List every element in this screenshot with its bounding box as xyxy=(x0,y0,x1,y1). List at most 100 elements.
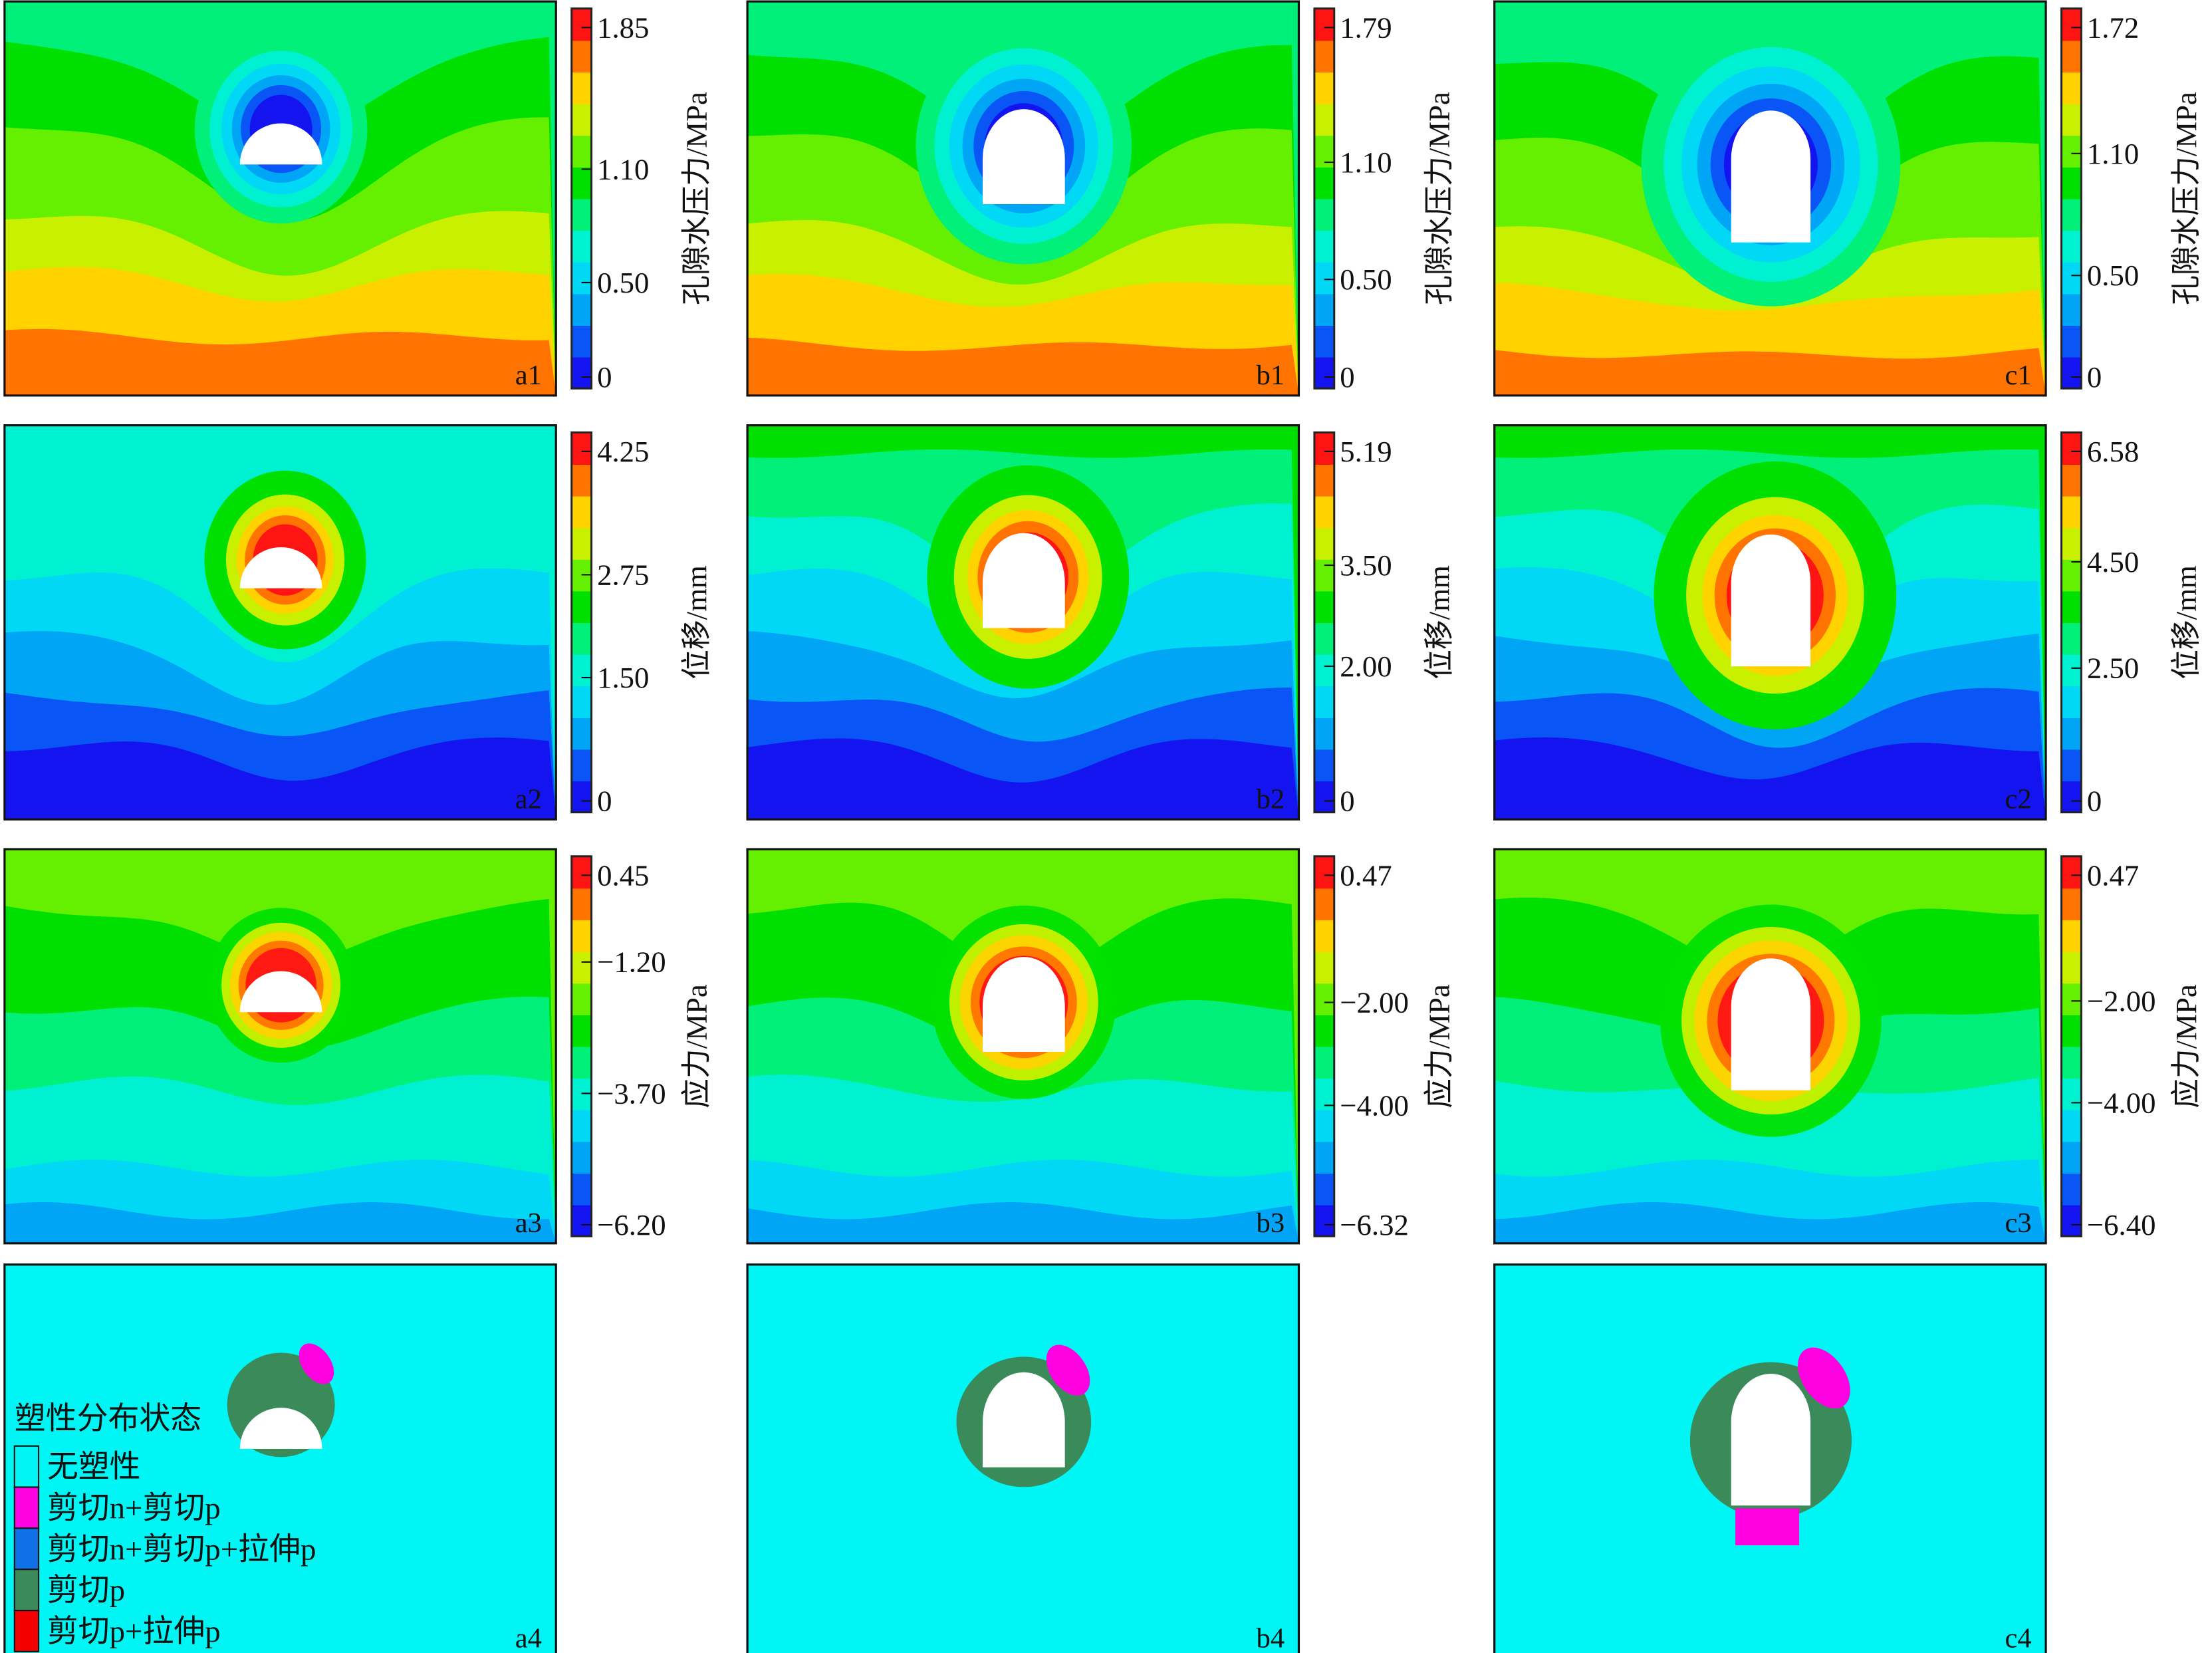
colorbar-segment xyxy=(1314,166,1334,199)
contour-band xyxy=(747,1202,1299,1243)
colorbar-segment xyxy=(2061,686,2082,718)
colorbar-segment xyxy=(1314,1109,1334,1142)
legend-swatch xyxy=(13,1609,40,1652)
colorbar-tick-label: 0.45 xyxy=(597,858,649,892)
colorbar-tick-label: 2.75 xyxy=(597,558,649,591)
colorbar-segment xyxy=(571,856,592,889)
colorbar-segment xyxy=(571,495,592,529)
colorbar-segment xyxy=(1314,559,1334,592)
colorbar-frame xyxy=(2060,431,2082,814)
colorbar-frame xyxy=(1313,7,1336,390)
legend-item-label: 剪切n+剪切p xyxy=(47,1491,221,1525)
panel-frame xyxy=(3,848,557,1245)
panel-b3: b3 0.47 −2.00 −4.00 −6.32 应力/MPa xyxy=(746,848,1455,1245)
colorbar-segment xyxy=(571,781,592,813)
tunnel-opening xyxy=(239,1408,322,1449)
colorbar-tick-label: 1.79 xyxy=(1340,11,1392,44)
colorbar-tick-label: −1.20 xyxy=(597,946,666,979)
colorbar-segment xyxy=(571,230,592,263)
colorbar-segment xyxy=(2061,920,2082,952)
colorbar-tick-label: 0 xyxy=(2087,360,2102,394)
colorbar-segment xyxy=(1314,951,1334,984)
contour-band xyxy=(4,328,556,396)
colorbar-segment xyxy=(2061,888,2082,921)
colorbar-segment xyxy=(2061,72,2082,104)
legend-item-label: 剪切n+剪切p+拉伸p xyxy=(47,1532,316,1567)
contour-band xyxy=(1494,737,2046,820)
colorbar-tick-label: 4.50 xyxy=(2087,545,2139,578)
colorbar-segment xyxy=(1314,261,1334,295)
colorbar-segment xyxy=(1314,103,1334,136)
panel-a4: a4 xyxy=(3,1263,557,1653)
colorbar-segment xyxy=(1314,856,1334,889)
colorbar-frame xyxy=(1313,431,1336,814)
contour-band xyxy=(747,337,1299,396)
colorbar-segment xyxy=(2061,951,2082,984)
colorbar-segment xyxy=(2061,1141,2082,1174)
colorbar-segment xyxy=(571,1014,592,1047)
legend-item-label: 无塑性 xyxy=(47,1450,141,1485)
colorbar-title: 位移/mm xyxy=(679,565,713,680)
panel-label: c1 xyxy=(2005,360,2032,391)
colorbar-segment xyxy=(571,463,592,497)
colorbar-segment xyxy=(1314,8,1334,41)
colorbar-segment xyxy=(1314,622,1334,655)
colorbar-segment xyxy=(571,293,592,326)
colorbar-tick-label: −2.00 xyxy=(1340,985,1409,1019)
contour-field xyxy=(1494,1264,2046,1653)
colorbar-segment xyxy=(571,951,592,984)
colorbar-segment xyxy=(2061,654,2082,687)
contour-field xyxy=(747,1,1299,396)
panel-b4: b4 xyxy=(746,1263,1300,1653)
colorbar-segment xyxy=(2061,198,2082,231)
colorbar-segment xyxy=(571,103,592,136)
colorbar-segment xyxy=(2061,1204,2082,1237)
colorbar-segment xyxy=(2061,463,2082,497)
contour-band xyxy=(4,1202,556,1243)
panel-label: a4 xyxy=(515,1622,542,1653)
panel-label: a1 xyxy=(515,360,542,391)
tunnel-opening xyxy=(983,533,1065,628)
colorbar-segment xyxy=(1314,356,1334,390)
contour-band xyxy=(1494,348,2046,396)
plastic-shear-n-zone xyxy=(1735,1508,1800,1545)
colorbar-segment xyxy=(2061,590,2082,624)
colorbar-frame xyxy=(2060,855,2082,1237)
panel-frame xyxy=(746,0,1300,397)
colorbar-tick-label: 1.10 xyxy=(597,152,649,186)
panel-frame xyxy=(3,1263,557,1653)
colorbar-title: 应力/MPa xyxy=(1422,984,1455,1108)
contour-band xyxy=(1494,1202,2046,1243)
panel-a3: a3 0.45 −1.20 −3.70 −6.20 应力/MPa xyxy=(3,848,713,1245)
colorbar-segment xyxy=(1314,495,1334,529)
colorbar-segment xyxy=(2061,717,2082,750)
panel-label: a2 xyxy=(515,783,542,815)
panel-frame xyxy=(3,0,557,397)
tunnel-opening xyxy=(239,123,322,165)
contour-field xyxy=(747,425,1299,820)
colorbar-title: 位移/mm xyxy=(2169,565,2203,680)
colorbar-segment xyxy=(571,1109,592,1142)
colorbar-tick-label: 0 xyxy=(597,360,612,394)
panel-label: c4 xyxy=(2005,1622,2032,1653)
contour-field xyxy=(4,1,556,396)
contour-field xyxy=(747,849,1299,1243)
panel-b2: b2 5.19 3.50 2.00 0 位移/mm xyxy=(746,424,1455,821)
panel-label: b3 xyxy=(1257,1208,1285,1239)
colorbar-segment xyxy=(2061,103,2082,136)
contour-field xyxy=(4,1264,556,1653)
panel-frame xyxy=(746,1263,1300,1653)
colorbar-segment xyxy=(571,983,592,1015)
colorbar-tick-label: 0 xyxy=(1340,360,1354,394)
panel-frame xyxy=(3,424,557,821)
colorbar-tick-label: 0.50 xyxy=(1340,263,1392,296)
colorbar-segment xyxy=(571,135,592,168)
colorbar-tick-label: 2.00 xyxy=(1340,650,1392,683)
colorbar: 1.72 1.10 0.50 0 孔隙水压力/MPa xyxy=(2060,7,2203,394)
colorbar-tick-label: −6.40 xyxy=(2087,1208,2156,1241)
legend-title: 塑性分布状态 xyxy=(15,1402,201,1436)
colorbar-segment xyxy=(1314,686,1334,718)
colorbar-tick-label: −4.00 xyxy=(2087,1086,2156,1119)
tunnel-opening xyxy=(983,957,1065,1052)
colorbar-segment xyxy=(1314,749,1334,782)
